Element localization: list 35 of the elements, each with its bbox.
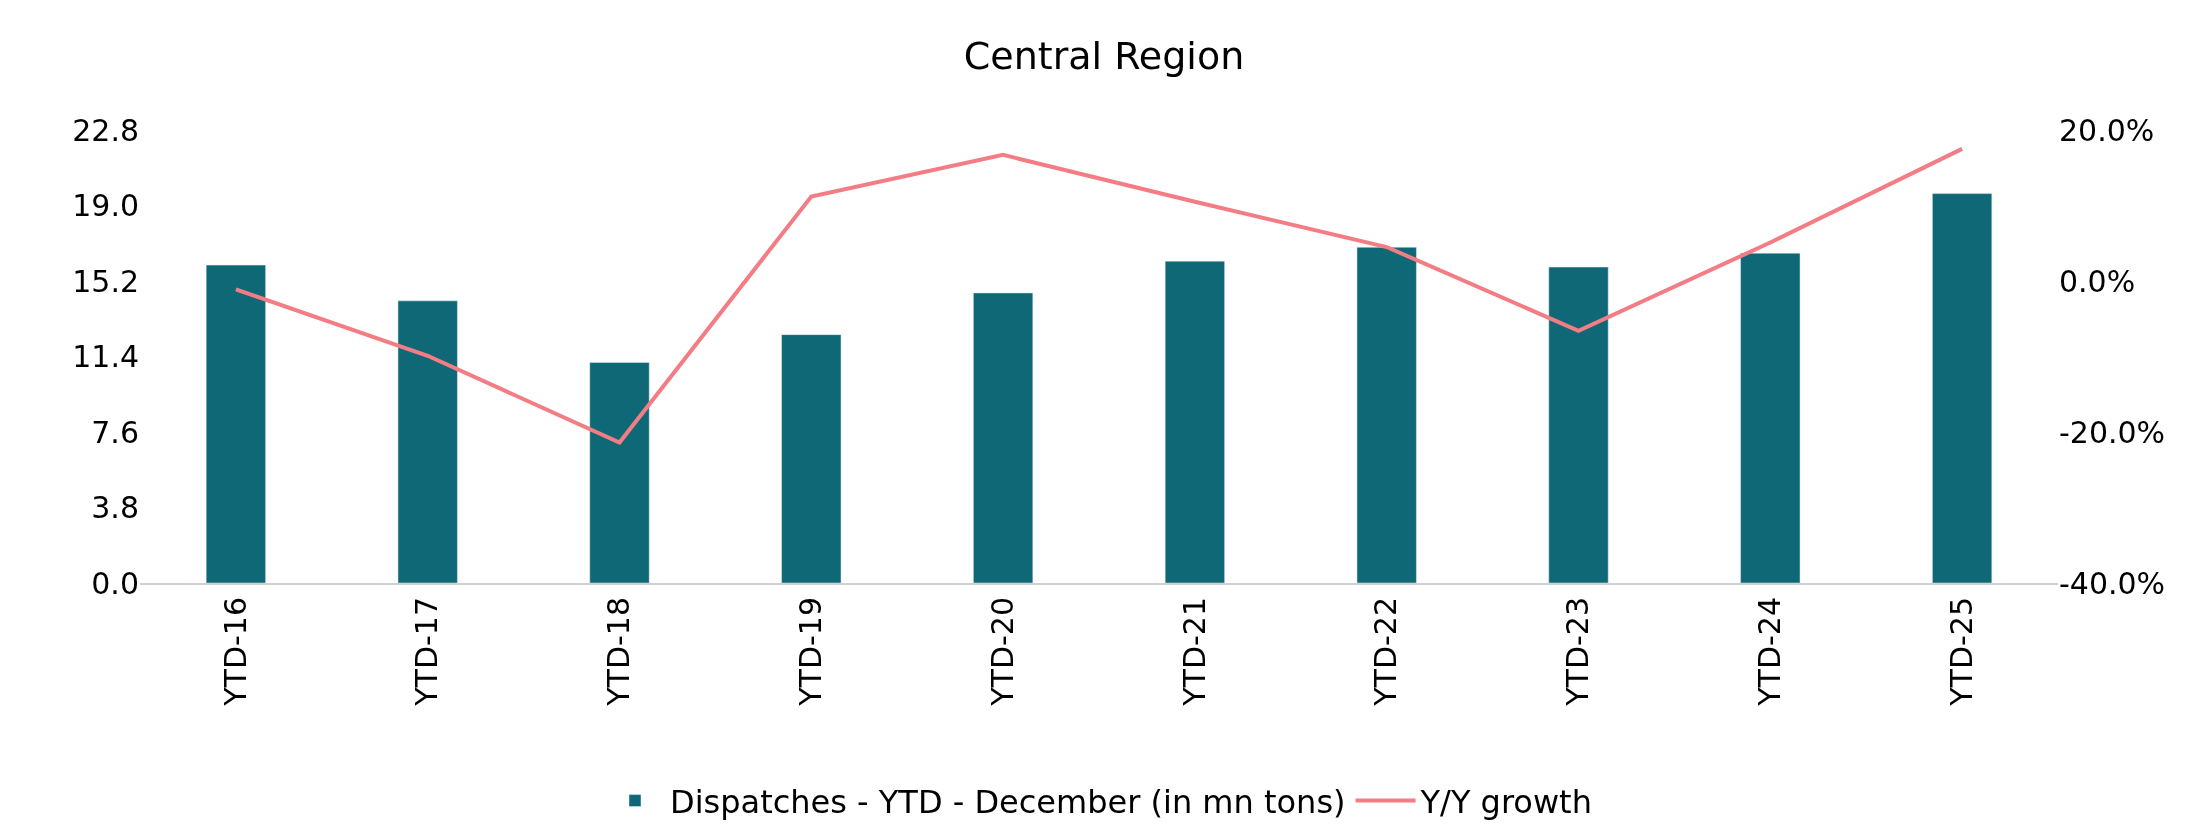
x-tick-label: YTD-20 bbox=[984, 597, 1020, 707]
legend-label: Y/Y growth bbox=[1419, 783, 1592, 822]
y2-tick-label: 0.0% bbox=[2059, 263, 2136, 299]
y-tick-label: 3.8 bbox=[91, 490, 139, 525]
bar bbox=[1548, 266, 1609, 583]
bar bbox=[397, 300, 458, 583]
y-tick-label: 15.2 bbox=[72, 263, 139, 299]
x-tick-label: YTD-21 bbox=[1176, 597, 1212, 707]
bar bbox=[973, 292, 1034, 583]
x-tick-label: YTD-22 bbox=[1368, 597, 1404, 707]
y2-tick-label: -40.0% bbox=[2059, 565, 2166, 601]
chart-title: Central Region bbox=[963, 33, 1245, 78]
line-series bbox=[233, 146, 1965, 445]
y-tick-label: 0.0 bbox=[91, 565, 139, 601]
y-tick-label: 7.6 bbox=[91, 414, 139, 450]
x-tick-label: YTD-25 bbox=[1943, 597, 1979, 707]
bar bbox=[1740, 252, 1801, 583]
x-tick-label: YTD-24 bbox=[1752, 597, 1788, 707]
x-tick-label: YTD-23 bbox=[1560, 597, 1596, 707]
y-tick-label: 22.8 bbox=[72, 112, 139, 148]
y2-tick-label: -20.0% bbox=[2059, 414, 2166, 450]
x-tick-label: YTD-19 bbox=[793, 597, 829, 707]
y-tick-label: 19.0 bbox=[72, 188, 139, 223]
bar bbox=[1932, 193, 1993, 583]
bar bbox=[1356, 246, 1417, 583]
bar bbox=[205, 264, 266, 583]
y2-tick-label: 20.0% bbox=[2059, 112, 2155, 148]
x-tick-label: YTD-18 bbox=[601, 597, 637, 707]
y-tick-label: 11.4 bbox=[72, 339, 139, 374]
bar bbox=[589, 362, 650, 583]
legend-label: Dispatches - YTD - December (in mn tons) bbox=[670, 783, 1346, 822]
x-tick-label: YTD-17 bbox=[409, 597, 445, 707]
bar bbox=[1164, 260, 1225, 583]
x-tick-label: YTD-16 bbox=[217, 597, 253, 707]
bar bbox=[781, 334, 842, 583]
